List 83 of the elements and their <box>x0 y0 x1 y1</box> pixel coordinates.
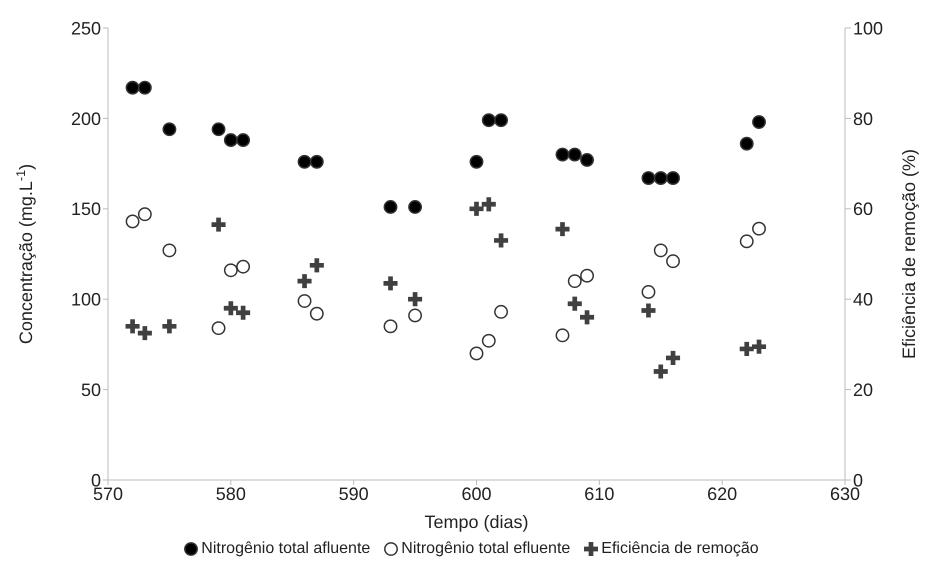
point <box>740 342 754 356</box>
point <box>494 113 508 128</box>
point <box>469 202 484 216</box>
point <box>162 319 176 334</box>
x-tick-label: 620 <box>707 484 738 504</box>
point <box>752 222 766 236</box>
point <box>408 292 422 306</box>
point <box>568 296 582 311</box>
legend-label: Nitrogênio total afluente <box>200 540 370 558</box>
point <box>236 133 250 148</box>
point <box>580 153 594 167</box>
legend-label: Nitrogênio total efluente <box>400 540 570 558</box>
y2-axis-title: Eficiência de remoção (%) <box>899 148 919 360</box>
point <box>126 80 140 95</box>
point <box>642 285 656 299</box>
x-tick-label: 590 <box>338 484 369 504</box>
point <box>666 171 680 185</box>
point <box>568 274 582 288</box>
point <box>138 80 152 95</box>
x-axis-title: Tempo (dias) <box>424 512 529 532</box>
point <box>580 268 594 283</box>
point <box>384 200 398 214</box>
point <box>654 171 668 185</box>
point <box>384 319 398 334</box>
point <box>482 334 496 348</box>
point <box>212 122 226 136</box>
point <box>383 276 398 290</box>
point <box>138 207 152 222</box>
y-tick-label: 200 <box>70 108 101 129</box>
point <box>138 326 152 340</box>
point <box>126 214 140 228</box>
point <box>642 171 656 185</box>
y2-tick-label: 100 <box>853 18 884 38</box>
x-tick-label: 580 <box>216 484 246 504</box>
x-tick-label: 610 <box>584 484 614 504</box>
point <box>740 234 754 248</box>
y-tick-label: 100 <box>70 290 101 310</box>
x-tick-label: 600 <box>461 484 492 504</box>
point <box>310 154 324 169</box>
point <box>224 301 238 316</box>
y2-tick-label: 40 <box>853 290 874 310</box>
point <box>408 308 422 322</box>
point <box>752 340 766 354</box>
point <box>482 197 496 212</box>
point <box>568 148 582 162</box>
point <box>580 310 594 324</box>
point <box>162 243 176 258</box>
y2-tick-label: 20 <box>853 380 874 400</box>
y2-tick-label: 60 <box>853 199 874 220</box>
point <box>752 115 766 129</box>
point <box>654 243 668 258</box>
y-tick-label: 50 <box>80 380 101 400</box>
y-tick-label: 150 <box>70 199 101 220</box>
point <box>212 321 226 336</box>
point <box>126 319 140 334</box>
point <box>482 113 496 128</box>
point <box>408 200 422 214</box>
y2-tick-label: 80 <box>853 108 874 129</box>
point <box>470 346 484 360</box>
legend-label: Eficiência de remoção <box>600 540 759 558</box>
point <box>224 133 238 148</box>
point <box>470 154 484 169</box>
point <box>236 260 250 274</box>
point <box>556 148 570 162</box>
point <box>212 218 226 232</box>
point <box>654 364 668 379</box>
point <box>740 136 754 151</box>
point <box>666 350 680 365</box>
point <box>494 233 508 248</box>
point <box>236 306 250 320</box>
point <box>298 154 312 169</box>
point <box>310 258 324 272</box>
y-tick-label: 250 <box>70 18 101 38</box>
point <box>298 294 312 308</box>
point <box>556 328 570 342</box>
point <box>641 303 656 318</box>
point <box>310 306 324 321</box>
point <box>666 254 680 268</box>
point <box>297 274 312 288</box>
point <box>162 122 176 136</box>
point <box>555 222 570 236</box>
point <box>494 304 508 319</box>
point <box>224 263 238 278</box>
